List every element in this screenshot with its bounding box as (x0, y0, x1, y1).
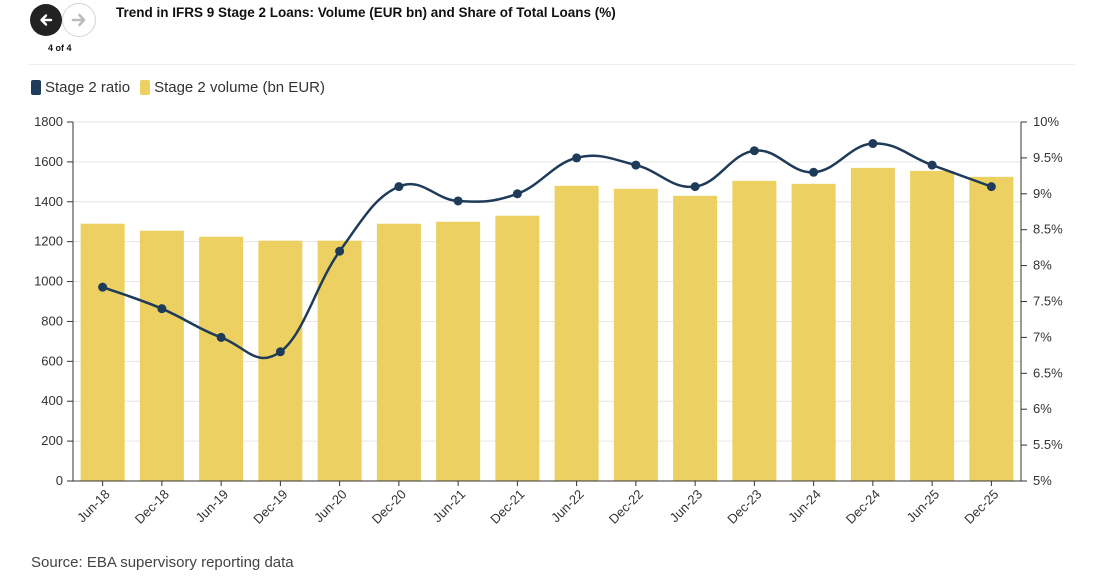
bar (969, 176, 1014, 481)
x-tick-label: Jun-25 (904, 487, 943, 526)
chart-title: Trend in IFRS 9 Stage 2 Loans: Volume (E… (116, 5, 616, 20)
bar (910, 170, 955, 481)
y-left-tick-label: 1800 (34, 114, 63, 129)
x-tick-label: Dec-18 (132, 487, 172, 527)
bar (80, 223, 125, 481)
x-tick-label: Jun-24 (785, 487, 824, 526)
x-tick-label: Dec-23 (724, 487, 764, 527)
divider (28, 64, 1075, 65)
ratio-point (868, 139, 878, 149)
x-tick-label: Jun-20 (311, 487, 350, 526)
legend-swatch-volume (140, 80, 151, 95)
ratio-point (157, 304, 167, 314)
x-tick-label: Dec-19 (250, 487, 290, 527)
y-right-tick-label: 8.5% (1033, 222, 1063, 237)
previous-button[interactable] (30, 4, 62, 36)
slide-counter: 4 of 4 (48, 43, 72, 53)
source-note: Source: EBA supervisory reporting data (31, 554, 294, 571)
bar (554, 185, 599, 482)
arrow-left-icon (40, 14, 53, 26)
y-right-tick-label: 5.5% (1033, 437, 1063, 452)
arrow-right-icon (71, 13, 86, 27)
y-left-tick-label: 200 (41, 433, 63, 448)
ratio-point (749, 146, 759, 156)
ratio-point (394, 182, 404, 192)
y-right-tick-label: 9% (1033, 186, 1052, 201)
ratio-point (986, 182, 996, 192)
y-left-tick-label: 0 (56, 473, 63, 488)
y-left-tick-label: 1400 (34, 194, 63, 209)
legend-label-ratio: Stage 2 ratio (45, 79, 131, 96)
x-tick-label: Jun-22 (548, 487, 587, 526)
x-tick-label: Dec-21 (487, 487, 527, 527)
y-left-tick-label: 1000 (34, 274, 63, 289)
bar (732, 180, 777, 481)
x-tick-label: Jun-18 (74, 487, 113, 526)
bar (495, 215, 540, 481)
x-tick-label: Jun-23 (667, 487, 706, 526)
bar (436, 221, 481, 481)
y-right-tick-label: 6% (1033, 401, 1052, 416)
y-right-tick-label: 7% (1033, 329, 1052, 344)
bar (258, 240, 303, 481)
y-right-tick-label: 9.5% (1033, 150, 1063, 165)
ratio-point (927, 160, 937, 170)
bar (317, 240, 362, 481)
bar (613, 188, 658, 481)
x-tick-label: Dec-24 (843, 487, 883, 527)
y-left-tick-label: 1200 (34, 234, 63, 249)
x-tick-label: Jun-21 (430, 487, 469, 526)
ratio-point (216, 332, 226, 342)
ratio-point (809, 167, 819, 177)
ratio-point (98, 282, 108, 292)
ratio-point (275, 347, 285, 357)
ratio-point (453, 196, 463, 206)
y-left-tick-label: 1600 (34, 154, 63, 169)
ratio-line (102, 142, 992, 360)
legend-item-ratio[interactable]: Stage 2 ratio (31, 79, 130, 96)
ratio-point (572, 153, 582, 163)
ratio-point (512, 189, 522, 199)
bar (791, 183, 836, 482)
legend-item-volume[interactable]: Stage 2 volume (bn EUR) (140, 79, 325, 96)
next-button[interactable] (62, 3, 96, 37)
y-left-tick-label: 600 (41, 353, 63, 368)
ratio-point (335, 246, 345, 256)
bar (673, 195, 718, 482)
bar (376, 223, 421, 481)
y-right-tick-label: 7.5% (1033, 294, 1063, 309)
y-right-tick-label: 6.5% (1033, 365, 1063, 380)
y-right-tick-label: 8% (1033, 258, 1052, 273)
legend-label-volume: Stage 2 volume (bn EUR) (154, 79, 325, 96)
x-tick-label: Dec-20 (369, 487, 409, 527)
x-tick-label: Dec-22 (606, 487, 646, 527)
bar (850, 167, 895, 481)
chart-legend: Stage 2 ratio Stage 2 volume (bn EUR) (31, 79, 335, 96)
ratio-point (631, 160, 641, 170)
x-tick-label: Dec-25 (961, 487, 1001, 527)
y-left-tick-label: 400 (41, 393, 63, 408)
bar (139, 230, 184, 481)
legend-swatch-ratio (31, 80, 41, 95)
y-right-tick-label: 10% (1033, 114, 1059, 129)
y-right-tick-label: 5% (1033, 473, 1052, 488)
x-tick-label: Jun-19 (193, 487, 232, 526)
y-left-tick-label: 800 (41, 313, 63, 328)
ratio-point (690, 182, 700, 192)
bar (199, 236, 244, 481)
